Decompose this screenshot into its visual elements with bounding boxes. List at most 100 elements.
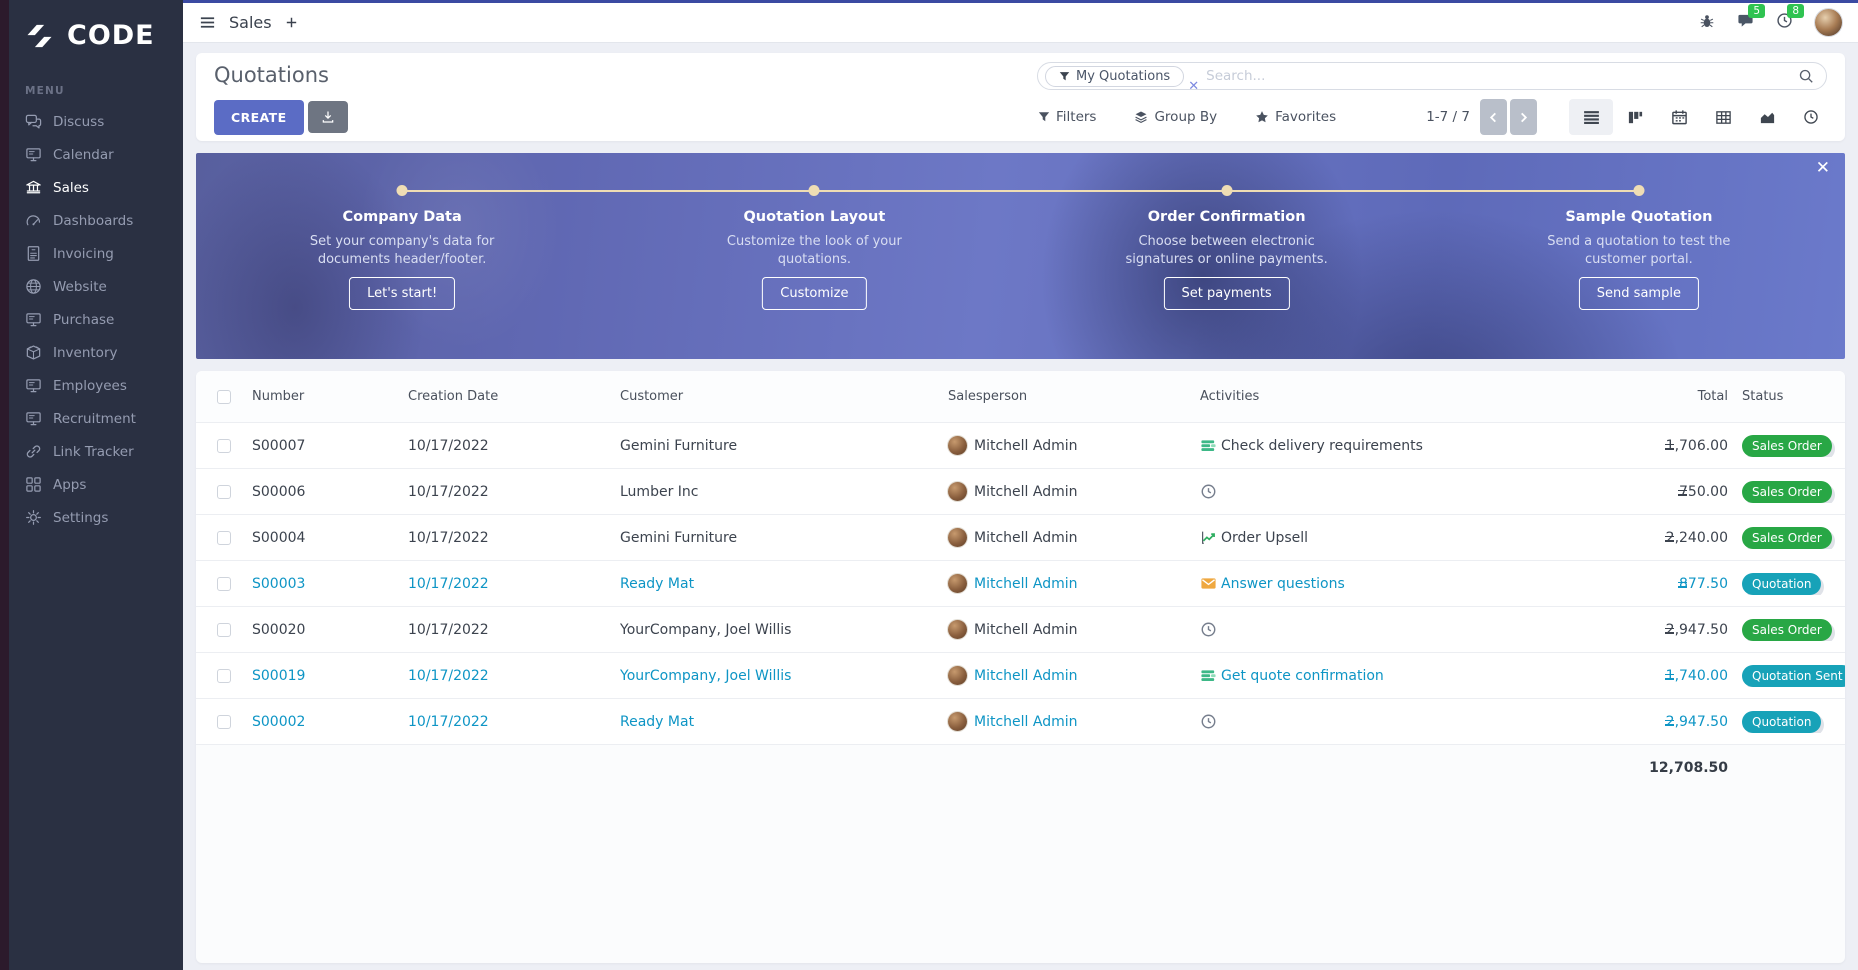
table-body: S00007 10/17/2022 Gemini Furniture Mitchell… <box>196 423 1845 745</box>
list-view-button[interactable] <box>1569 99 1613 135</box>
row-checkbox[interactable] <box>217 576 231 591</box>
step-title: Quotation Layout <box>743 209 886 225</box>
select-all-checkbox[interactable] <box>217 389 231 404</box>
globe-icon <box>25 278 42 295</box>
monitor-icon <box>25 311 42 328</box>
table-row-s00002[interactable]: S00002 10/17/2022 Ready Mat Mitchell Admin 2… <box>196 699 1845 745</box>
cell-number: S00019 <box>252 667 306 684</box>
table-row-s00019[interactable]: S00019 10/17/2022 YourCompany, Joel Willis… <box>196 653 1845 699</box>
chat-icon <box>25 113 42 130</box>
sidebar-item-recruitment[interactable]: Recruitment <box>9 402 183 435</box>
facet-remove-icon[interactable]: ✕ <box>1188 78 1200 94</box>
calendar-view-button[interactable] <box>1657 99 1701 135</box>
sidebar-item-website[interactable]: Website <box>9 270 183 303</box>
column-header-status[interactable]: Status <box>1742 389 1784 404</box>
sidebar-item-dashboards[interactable]: Dashboards <box>9 204 183 237</box>
app-tab-sales[interactable]: Sales <box>229 13 272 32</box>
cell-total: 2,240.00 <box>1540 530 1730 546</box>
sidebar-item-calendar[interactable]: Calendar <box>9 138 183 171</box>
sidebar-item-settings[interactable]: Settings <box>9 501 183 534</box>
table-row-s00003[interactable]: S00003 10/17/2022 Ready Mat Mitchell Admin A… <box>196 561 1845 607</box>
sidebar-item-apps[interactable]: Apps <box>9 468 183 501</box>
onboarding-banner: ✕ Company Data Set your company's data fo… <box>196 153 1845 359</box>
star-icon <box>1255 110 1269 124</box>
cell-activity[interactable]: Answer questions <box>1200 575 1540 592</box>
column-header-creation-date[interactable]: Creation Date <box>408 389 499 404</box>
debug-bug-icon[interactable] <box>1699 13 1715 33</box>
column-header-total[interactable]: Total <box>1697 389 1728 404</box>
user-avatar[interactable] <box>1815 9 1842 36</box>
footer-total: 12,708.50 <box>1649 760 1728 776</box>
let-s-start--button[interactable]: Let's start! <box>349 277 456 310</box>
search-input[interactable]: Search... <box>1206 68 1266 84</box>
activity-label: Order Upsell <box>1221 529 1309 546</box>
activity-label: Answer questions <box>1221 575 1345 592</box>
export-button[interactable] <box>307 101 348 133</box>
sidebar-item-inventory[interactable]: Inventory <box>9 336 183 369</box>
grid-icon <box>25 476 42 493</box>
cell-activity[interactable]: Get quote confirmation <box>1200 667 1540 684</box>
sidebar-item-discuss[interactable]: Discuss <box>9 105 183 138</box>
favorites-menu[interactable]: Favorites <box>1255 109 1336 125</box>
sidebar-item-purchase[interactable]: Purchase <box>9 303 183 336</box>
sidebar-item-link-tracker[interactable]: Link Tracker <box>9 435 183 468</box>
activity-view-button[interactable] <box>1789 99 1833 135</box>
graph-view-button[interactable] <box>1745 99 1789 135</box>
salesperson-avatar <box>948 436 967 455</box>
download-icon <box>321 110 335 124</box>
table-row-s00006[interactable]: S00006 10/17/2022 Lumber Inc Mitchell Admin… <box>196 469 1845 515</box>
table-row-s00007[interactable]: S00007 10/17/2022 Gemini Furniture Mitchell… <box>196 423 1845 469</box>
cell-activity[interactable] <box>1200 621 1540 638</box>
column-header-salesperson[interactable]: Salesperson <box>948 389 1028 404</box>
cell-activity[interactable] <box>1200 713 1540 730</box>
column-header-customer[interactable]: Customer <box>620 389 684 404</box>
cell-total: 2,947.50 <box>1540 714 1730 730</box>
pager: 1-7 / 7 <box>1426 99 1537 135</box>
cell-activity[interactable] <box>1200 483 1540 500</box>
table-row-s00004[interactable]: S00004 10/17/2022 Gemini Furniture Mitchell… <box>196 515 1845 561</box>
row-checkbox[interactable] <box>217 714 231 729</box>
cell-salesperson: Mitchell Admin <box>948 666 1200 685</box>
salesperson-name: Mitchell Admin <box>974 575 1078 592</box>
row-checkbox[interactable] <box>217 622 231 637</box>
search-facet-my-quotations[interactable]: My Quotations <box>1045 65 1185 87</box>
activity-label: Get quote confirmation <box>1221 667 1384 684</box>
new-tab-plus-icon[interactable] <box>285 16 298 29</box>
send-sample-button[interactable]: Send sample <box>1578 277 1699 310</box>
filters-menu[interactable]: Filters <box>1038 109 1096 125</box>
cell-activity[interactable]: Order Upsell <box>1200 529 1540 546</box>
cell-activity[interactable]: Check delivery requirements <box>1200 437 1540 454</box>
sidebar-item-invoicing[interactable]: Invoicing <box>9 237 183 270</box>
activities-clock-icon[interactable]: 8 <box>1776 4 1804 33</box>
content: Quotations My Quotations ✕ Search... <box>183 43 1858 970</box>
pager-next-button[interactable] <box>1510 99 1537 135</box>
row-checkbox[interactable] <box>217 668 231 683</box>
sidebar-item-sales[interactable]: Sales <box>9 171 183 204</box>
sidebar-item-employees[interactable]: Employees <box>9 369 183 402</box>
cell-salesperson: Mitchell Admin <box>948 574 1200 593</box>
row-checkbox[interactable] <box>217 484 231 499</box>
row-checkbox[interactable] <box>217 438 231 453</box>
search-bar[interactable]: My Quotations ✕ Search... <box>1037 62 1827 94</box>
customize-button[interactable]: Customize <box>762 277 867 310</box>
messages-icon[interactable]: 5 <box>1737 4 1765 33</box>
column-header-number[interactable]: Number <box>252 389 305 404</box>
hamburger-menu-icon[interactable] <box>199 14 216 31</box>
onboarding-step-order-confirmation: Order Confirmation Choose between electro… <box>1021 153 1433 359</box>
create-button[interactable]: CREATE <box>214 99 304 135</box>
set-payments-button[interactable]: Set payments <box>1163 277 1290 310</box>
pivot-view-button[interactable] <box>1701 99 1745 135</box>
banner-close-icon[interactable]: ✕ <box>1815 158 1830 178</box>
row-checkbox[interactable] <box>217 530 231 545</box>
search-icon[interactable] <box>1798 68 1814 84</box>
table-row-s00020[interactable]: S00020 10/17/2022 YourCompany, Joel Willis… <box>196 607 1845 653</box>
group-by-menu[interactable]: Group By <box>1134 109 1217 125</box>
pager-previous-button[interactable] <box>1480 99 1507 135</box>
pivot-view-icon <box>1715 109 1732 126</box>
kanban-view-button[interactable] <box>1613 99 1657 135</box>
column-header-activities[interactable]: Activities <box>1200 389 1260 404</box>
cell-total: 877.50 <box>1540 576 1730 592</box>
step-title: Order Confirmation <box>1147 209 1306 225</box>
onboarding-steps: Company Data Set your company's data for … <box>196 153 1845 359</box>
